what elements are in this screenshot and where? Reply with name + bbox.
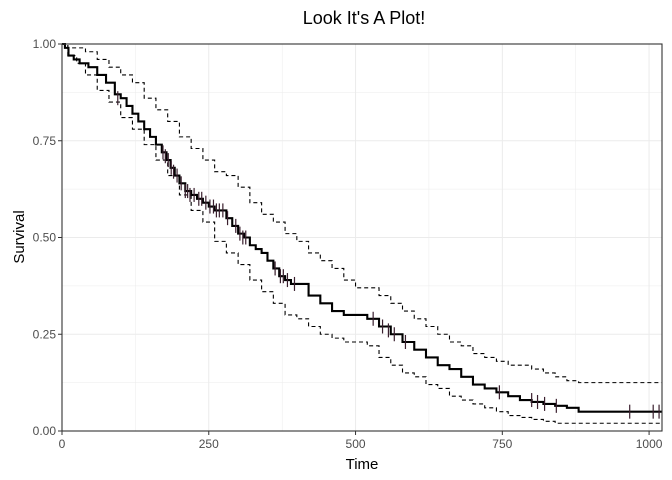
lower-ci-curve (62, 43, 662, 424)
y-tick-label: 0.75 (33, 134, 57, 148)
x-tick-label: 1000 (636, 437, 663, 451)
survival-curve (62, 42, 662, 413)
upper-ci-curve (62, 43, 662, 384)
y-tick-label: 1.00 (33, 37, 57, 51)
y-tick-label: 0.50 (33, 231, 57, 245)
axes: 0 250 500 750 1000 0.00 0.25 0.50 0.75 1.00 (33, 37, 663, 451)
x-tick-label: 0 (59, 437, 66, 451)
y-tick-label: 0.00 (33, 424, 57, 438)
chart-title: Look It's A Plot! (303, 8, 426, 28)
x-axis-title: Time (346, 456, 379, 473)
x-tick-label: 250 (199, 437, 219, 451)
y-tick-label: 0.25 (33, 327, 57, 341)
x-tick-label: 750 (492, 437, 512, 451)
y-axis-title: Survival (11, 210, 28, 263)
x-tick-label: 500 (346, 437, 366, 451)
censor-marks (117, 91, 660, 419)
series-layer (62, 42, 662, 424)
